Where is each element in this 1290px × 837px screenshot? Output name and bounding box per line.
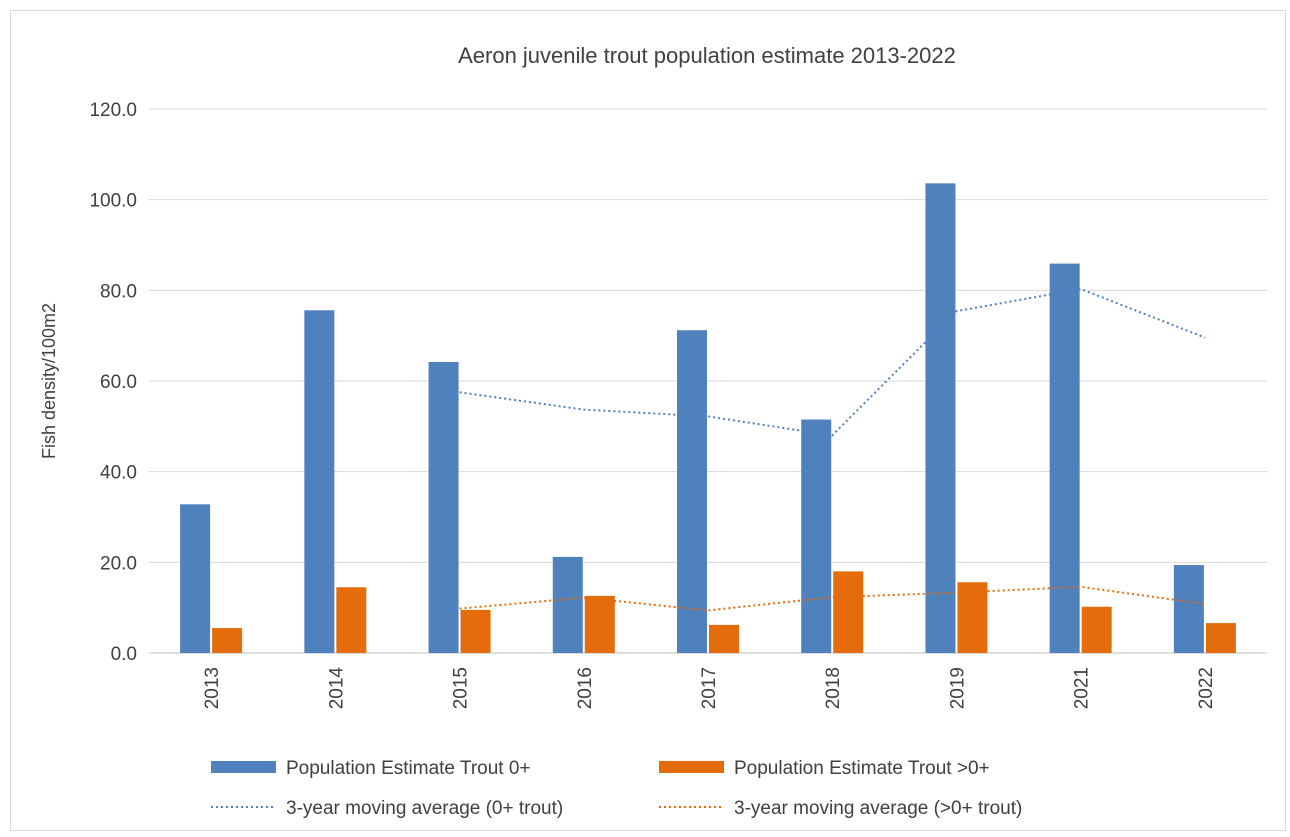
bar-trout-0plus — [552, 556, 583, 653]
legend-label: Population Estimate Trout >0+ — [734, 758, 990, 779]
y-axis-label: Fish density/100m2 — [39, 303, 59, 459]
bar-trout-0plus — [1049, 263, 1080, 653]
bar-trout-gt0plus — [460, 609, 491, 653]
bar-trout-0plus — [677, 330, 707, 653]
x-tick-label: 2014 — [326, 667, 347, 710]
bar-trout-gt0plus — [1205, 623, 1236, 653]
legend-swatch — [659, 761, 724, 773]
y-tick-label: 0.0 — [111, 644, 137, 665]
x-tick-label: 2016 — [575, 667, 596, 709]
legend-label: 3-year moving average (0+ trout) — [286, 798, 563, 819]
x-tick-label: 2019 — [947, 667, 968, 709]
x-tick-label: 2021 — [1072, 667, 1093, 709]
gridlines — [149, 108, 1267, 654]
bar-trout-gt0plus — [1081, 606, 1112, 653]
chart-frame: Aeron juvenile trout population estimate… — [10, 10, 1286, 831]
bar-trout-gt0plus — [833, 571, 864, 653]
x-tick-label: 2015 — [451, 667, 472, 709]
bar-trout-0plus — [304, 310, 335, 653]
bar-trout-0plus — [1173, 565, 1204, 653]
legend: Population Estimate Trout 0+ Population E… — [211, 758, 1022, 819]
bar-trout-0plus — [925, 183, 956, 653]
bar-trout-0plus — [801, 419, 832, 653]
y-tick-label: 60.0 — [100, 372, 137, 393]
bar-trout-gt0plus — [584, 595, 615, 653]
bar-trout-gt0plus — [957, 582, 988, 653]
bar-trout-0plus — [180, 504, 211, 653]
bar-trout-gt0plus — [336, 587, 367, 653]
y-tick-label: 80.0 — [100, 281, 137, 302]
chart-title: Aeron juvenile trout population estimate… — [458, 43, 956, 68]
y-tick-label: 120.0 — [89, 100, 137, 121]
y-tick-label: 100.0 — [89, 191, 137, 212]
bars — [180, 183, 1236, 653]
legend-label: Population Estimate Trout 0+ — [286, 758, 531, 779]
legend-swatch — [211, 761, 276, 773]
y-tick-labels: 0.0 20.0 40.0 60.0 80.0 100.0 120.0 — [89, 100, 137, 665]
bar-trout-gt0plus — [709, 624, 739, 653]
bar-trout-0plus — [428, 361, 459, 653]
moving-average-line-0plus — [459, 287, 1206, 437]
x-tick-label: 2018 — [823, 667, 844, 709]
x-tick-labels: 2013 2014 2015 2016 2017 2018 2019 2021 2022 — [202, 667, 1217, 710]
y-tick-label: 40.0 — [100, 463, 137, 484]
moving-average-lines — [459, 287, 1206, 612]
x-tick-label: 2022 — [1196, 667, 1217, 709]
y-tick-label: 20.0 — [100, 553, 137, 574]
x-tick-label: 2013 — [202, 667, 223, 709]
legend-label: 3-year moving average (>0+ trout) — [734, 798, 1022, 819]
bar-trout-gt0plus — [212, 628, 243, 653]
x-tick-label: 2017 — [699, 667, 720, 709]
chart: Aeron juvenile trout population estimate… — [39, 43, 1267, 819]
